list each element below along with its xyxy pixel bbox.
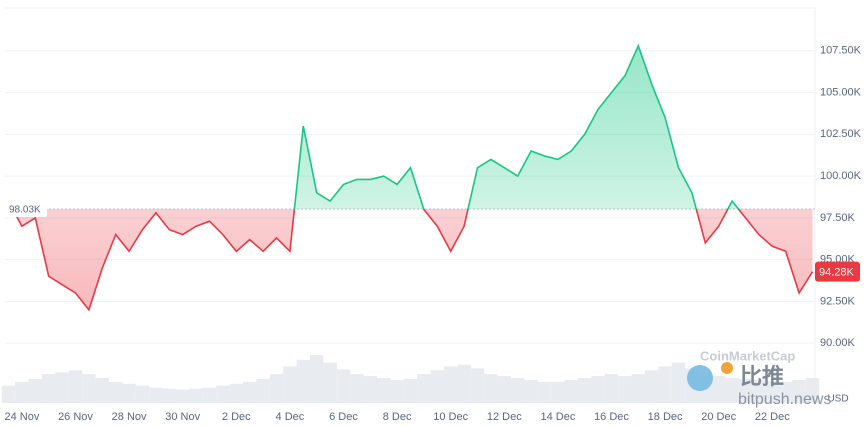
volume-bar bbox=[564, 379, 578, 403]
volume-bar bbox=[524, 379, 538, 403]
x-tick-label: 24 Nov bbox=[4, 411, 39, 423]
volume-bar bbox=[216, 385, 230, 403]
volume-bar bbox=[591, 376, 605, 403]
x-tick-label: 18 Dec bbox=[648, 411, 683, 423]
x-tick-label: 26 Nov bbox=[58, 411, 93, 423]
x-tick-label: 16 Dec bbox=[594, 411, 629, 423]
volume-bar bbox=[457, 364, 471, 403]
volume-bar bbox=[336, 369, 351, 403]
volume-bar bbox=[752, 379, 766, 403]
volume-bar bbox=[310, 355, 324, 403]
volume-bar bbox=[658, 366, 672, 403]
volume-bar bbox=[28, 379, 42, 403]
volume-bar bbox=[149, 387, 163, 403]
volume-bar bbox=[189, 388, 203, 403]
volume-bar bbox=[725, 378, 739, 403]
volume-bar bbox=[243, 381, 257, 403]
x-tick-label: 10 Dec bbox=[433, 411, 468, 423]
volume-bar bbox=[283, 366, 297, 403]
y-tick-label: 97.50K bbox=[820, 212, 856, 224]
volume-bar bbox=[377, 378, 391, 403]
y-tick-label: 105.00K bbox=[820, 86, 862, 98]
logo-bird bbox=[687, 365, 713, 391]
volume-bar bbox=[202, 387, 217, 403]
volume-bar bbox=[95, 378, 109, 403]
volume-bar bbox=[42, 374, 56, 403]
volume-bar bbox=[631, 374, 645, 403]
x-tick-label: 6 Dec bbox=[329, 411, 358, 423]
volume-bar bbox=[470, 368, 485, 403]
volume-bar bbox=[578, 378, 592, 403]
y-tick-label: 107.50K bbox=[820, 45, 862, 57]
y-tick-label: 92.50K bbox=[820, 295, 856, 307]
volume-bar bbox=[403, 379, 418, 403]
volume-bar bbox=[229, 383, 243, 403]
currency-label: USD bbox=[827, 394, 848, 405]
volume-bar bbox=[779, 381, 793, 403]
source-name: bitpush.news bbox=[738, 391, 831, 408]
last-price-tag bbox=[815, 261, 860, 282]
last-price-label: 94.28K bbox=[819, 267, 855, 279]
volume-bar bbox=[645, 370, 659, 403]
baseline-label: 98.03K bbox=[9, 205, 41, 216]
volume-bar bbox=[323, 362, 337, 403]
watermark: CoinMarketCap bbox=[700, 348, 795, 363]
volume-bar bbox=[792, 379, 806, 403]
y-tick-label: 100.00K bbox=[820, 170, 862, 182]
volume-bar bbox=[738, 379, 753, 403]
volume-bar bbox=[805, 378, 820, 403]
volume-bar bbox=[162, 388, 176, 403]
y-tick-label: 102.50K bbox=[820, 128, 862, 140]
x-tick-label: 8 Dec bbox=[383, 411, 412, 423]
x-tick-label: 12 Dec bbox=[487, 411, 522, 423]
volume-bar bbox=[363, 376, 377, 403]
volume-bar bbox=[350, 374, 364, 403]
volume-bar bbox=[712, 376, 726, 403]
volume-bar bbox=[537, 381, 552, 403]
volume-bar bbox=[497, 376, 511, 403]
volume-bar bbox=[15, 381, 29, 403]
area-up bbox=[8, 45, 739, 209]
volume-bar bbox=[444, 366, 458, 403]
volume-bar bbox=[765, 380, 779, 403]
x-tick-label: 14 Dec bbox=[540, 411, 575, 423]
x-tick-label: 20 Dec bbox=[701, 411, 736, 423]
source-logo: 比推 bbox=[740, 364, 784, 389]
volume-bar bbox=[269, 374, 284, 403]
price-line-down bbox=[11, 208, 814, 312]
volume-bar bbox=[671, 362, 686, 403]
volume-bar bbox=[122, 383, 136, 403]
baseline-label-bg bbox=[5, 200, 47, 217]
y-tick-label: 90.00K bbox=[820, 337, 856, 349]
volume-bar bbox=[109, 381, 123, 403]
volume-bar bbox=[618, 376, 632, 403]
volume-bar bbox=[256, 379, 270, 403]
volume-bar bbox=[135, 385, 150, 403]
volume-bar bbox=[55, 372, 69, 403]
price-line-up bbox=[7, 43, 740, 209]
volume-bar bbox=[176, 389, 190, 403]
x-tick-label: 28 Nov bbox=[112, 411, 147, 423]
x-tick-label: 30 Nov bbox=[165, 411, 200, 423]
logo-coin bbox=[721, 362, 733, 374]
volume-bar bbox=[551, 381, 565, 403]
volume-bar bbox=[1, 385, 16, 403]
volume-bar bbox=[390, 379, 404, 403]
x-tick-label: 2 Dec bbox=[222, 411, 251, 423]
x-tick-label: 4 Dec bbox=[276, 411, 305, 423]
volume-bar bbox=[417, 374, 431, 403]
volume-bar bbox=[82, 374, 96, 403]
volume-bar bbox=[68, 370, 83, 403]
area-down bbox=[8, 208, 813, 310]
volume-bar bbox=[511, 378, 525, 403]
volume-bar bbox=[296, 359, 310, 403]
volume-bar bbox=[604, 374, 619, 403]
volume-bar bbox=[430, 370, 444, 403]
volume-bar bbox=[484, 374, 498, 403]
x-tick-label: 22 Dec bbox=[755, 411, 790, 423]
